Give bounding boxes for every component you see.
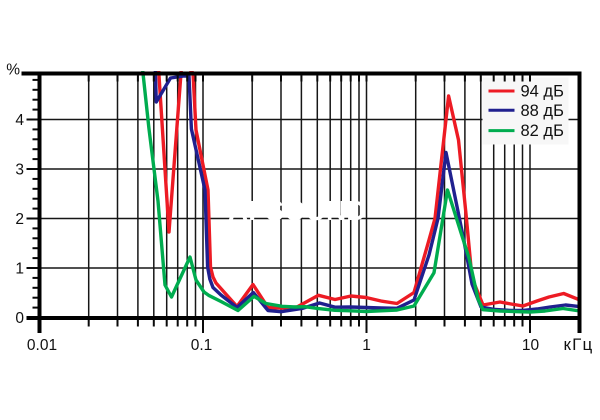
svg-text:88 дБ: 88 дБ <box>521 102 564 120</box>
svg-text:4: 4 <box>15 112 24 129</box>
svg-text:10: 10 <box>522 337 540 354</box>
svg-text:3: 3 <box>15 162 24 179</box>
svg-text:1: 1 <box>15 261 24 278</box>
svg-text:0: 0 <box>15 310 24 327</box>
svg-text:0.1: 0.1 <box>191 337 213 354</box>
svg-text:AI-SOUND: AI-SOUND <box>228 195 366 226</box>
svg-text:82 дБ: 82 дБ <box>521 122 564 140</box>
svg-text:кГц: кГц <box>564 335 594 354</box>
svg-text:1: 1 <box>362 337 371 354</box>
svg-text:94 дБ: 94 дБ <box>521 83 564 101</box>
svg-text:%: % <box>6 62 20 79</box>
svg-text:0.01: 0.01 <box>27 337 57 354</box>
svg-text:2: 2 <box>15 211 24 228</box>
